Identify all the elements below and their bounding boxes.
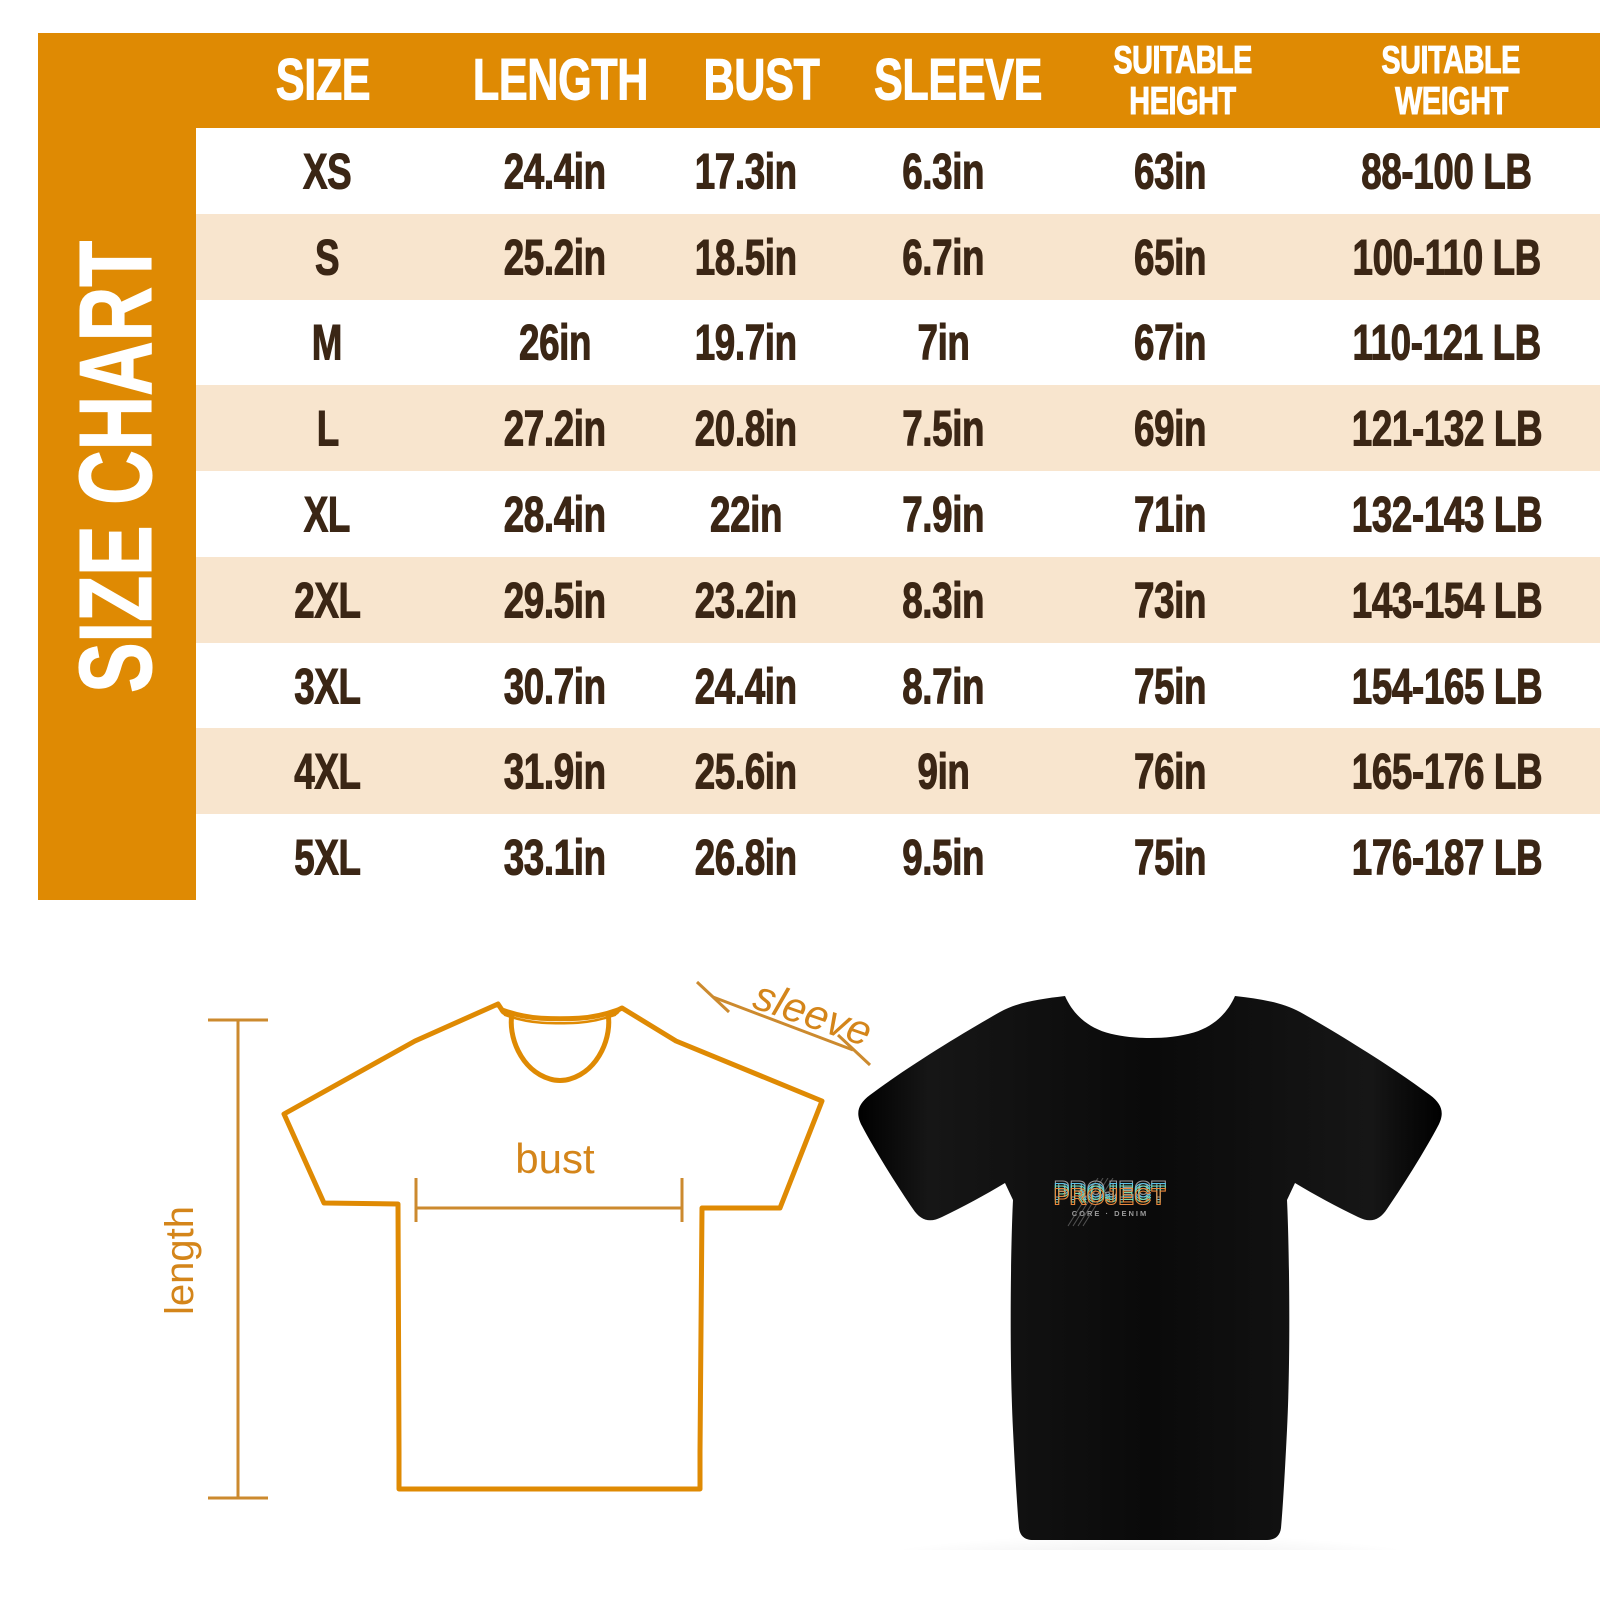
svg-text:CORE · DENIM: CORE · DENIM bbox=[1072, 1209, 1149, 1218]
svg-text:PROJECT: PROJECT bbox=[1054, 1184, 1166, 1210]
